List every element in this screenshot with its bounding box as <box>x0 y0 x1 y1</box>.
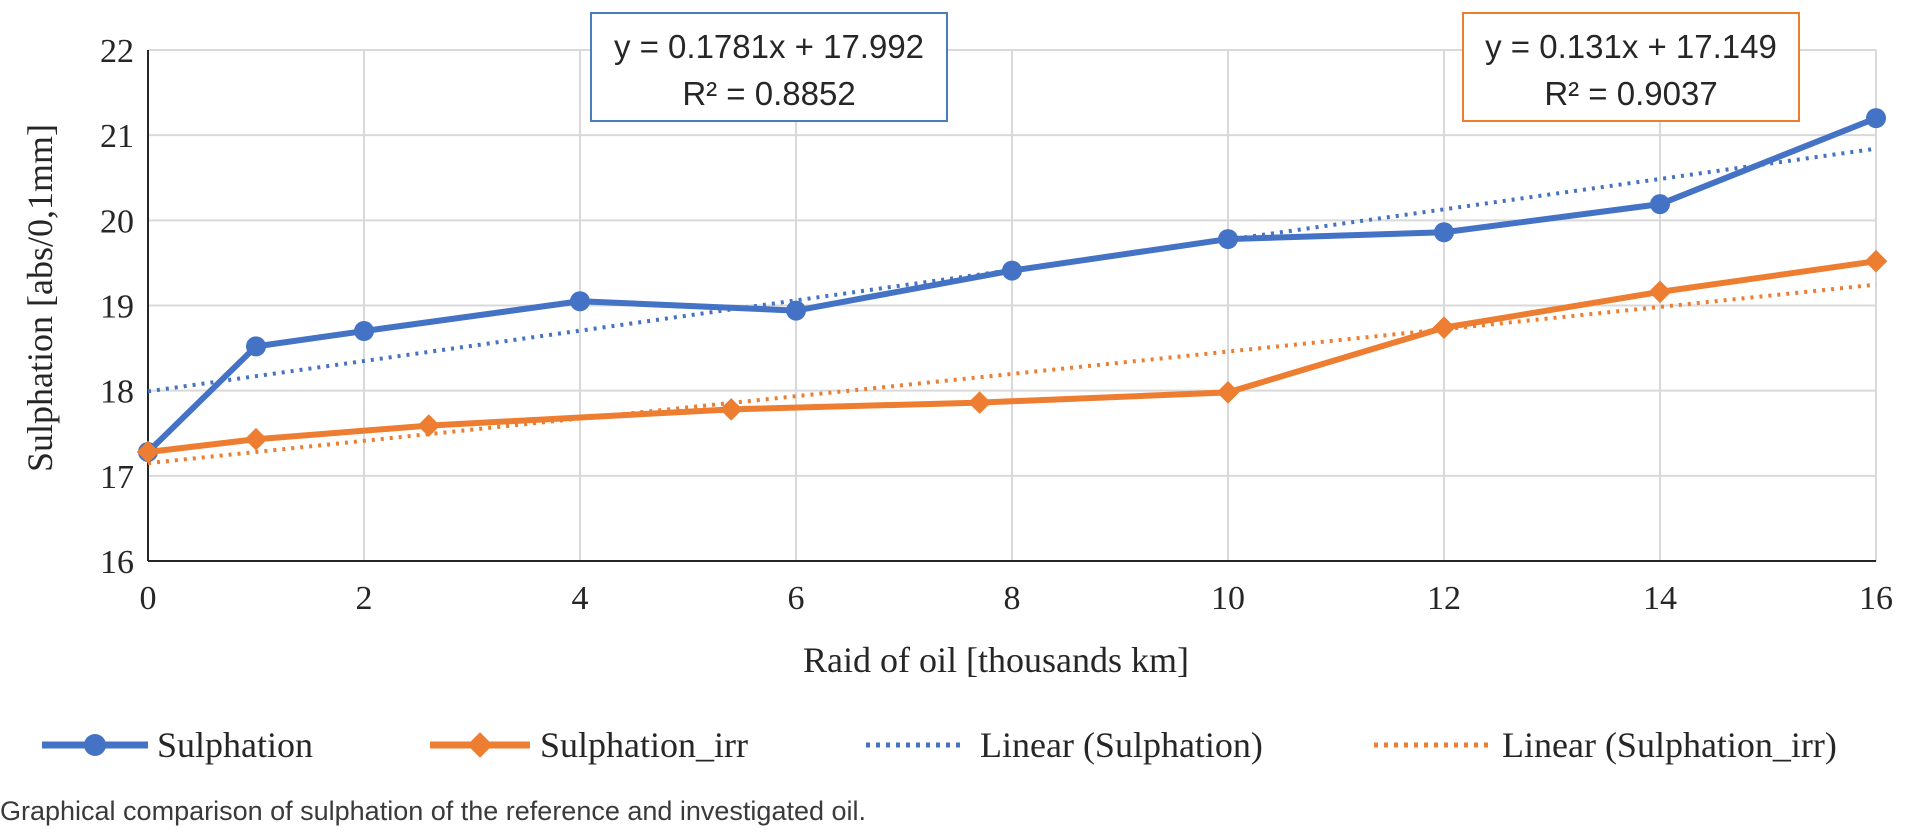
data-series <box>136 108 1888 464</box>
legend-item-sulphation: Sulphation <box>42 725 313 765</box>
r-squared-text: R² = 0.9037 <box>1544 75 1717 112</box>
data-point-sulphation-irr <box>1864 249 1888 273</box>
trendline-sulphation-irr <box>147 282 1877 466</box>
equation-text: y = 0.131x + 17.149 <box>1485 28 1777 65</box>
tick-labels: 16 17 18 19 20 21 22 0 2 4 6 8 10 12 14 16 <box>100 33 1893 617</box>
x-tick-label: 2 <box>356 580 373 617</box>
trendline-sulphation <box>147 146 1877 394</box>
x-tick-label: 16 <box>1859 580 1893 617</box>
equation-box-border <box>1462 12 1800 122</box>
data-point-sulphation-irr <box>244 427 268 451</box>
data-point-sulphation-irr <box>1432 316 1456 339</box>
data-point-sulphation <box>246 336 266 357</box>
trendlines <box>147 146 1877 466</box>
x-tick-label: 0 <box>140 580 157 617</box>
x-axis-title: Raid of oil [thousands km] <box>803 640 1189 680</box>
x-tick-label: 12 <box>1427 580 1461 617</box>
y-axis-title: Sulphation [abs/0,1mm] <box>20 124 60 472</box>
equation-box-border <box>590 12 948 122</box>
x-tick-label: 6 <box>788 580 805 617</box>
x-tick-label: 8 <box>1004 580 1021 617</box>
equation-box-sulphation: y = 0.1781x + 17.992 R² = 0.8852 <box>590 12 948 122</box>
y-tick-label: 22 <box>100 33 134 70</box>
figure-caption: Graphical comparison of sulphation of th… <box>0 796 867 826</box>
legend-marker-circle <box>84 734 106 756</box>
sulphation-chart: 16 17 18 19 20 21 22 0 2 4 6 8 10 12 14 16 Raid of oil … <box>20 12 1893 765</box>
data-point-sulphation-irr <box>1648 280 1672 304</box>
y-tick-label: 16 <box>100 544 134 581</box>
y-tick-label: 19 <box>100 289 134 326</box>
x-tick-label: 14 <box>1643 580 1677 617</box>
legend-label: Sulphation <box>157 725 313 765</box>
y-tick-label: 18 <box>100 374 134 411</box>
legend-label: Linear (Sulphation_irr) <box>1502 725 1837 765</box>
data-point-sulphation <box>1650 194 1670 215</box>
data-point-sulphation-irr <box>417 414 441 437</box>
data-point-sulphation-irr <box>1216 381 1240 404</box>
y-tick-label: 21 <box>100 118 134 155</box>
data-point-sulphation <box>1218 229 1238 250</box>
legend-item-sulphation-irr: Sulphation_irr <box>430 725 748 765</box>
legend-item-linear-sulphation-irr: Linear (Sulphation_irr) <box>1374 725 1837 765</box>
y-tick-label: 17 <box>100 459 134 496</box>
legend-marker-diamond <box>467 732 493 758</box>
data-point-sulphation <box>1866 108 1886 129</box>
data-point-sulphation-irr <box>719 398 743 421</box>
equation-text: y = 0.1781x + 17.992 <box>614 28 924 65</box>
data-point-sulphation-irr <box>968 391 991 414</box>
legend-label: Linear (Sulphation) <box>980 725 1263 765</box>
x-tick-label: 4 <box>572 580 589 617</box>
data-point-sulphation <box>1434 222 1454 243</box>
legend: Sulphation Sulphation_irr Linear (Sulpha… <box>42 725 1837 765</box>
grid <box>148 49 1877 561</box>
data-point-sulphation <box>354 321 374 342</box>
y-tick-label: 20 <box>100 203 134 240</box>
data-point-sulphation <box>1002 260 1022 281</box>
equation-box-sulphation-irr: y = 0.131x + 17.149 R² = 0.9037 <box>1462 12 1800 122</box>
series-line-sulphation <box>145 115 1878 455</box>
data-point-sulphation <box>570 291 590 312</box>
r-squared-text: R² = 0.8852 <box>682 75 855 112</box>
data-point-sulphation <box>786 300 806 321</box>
legend-label: Sulphation_irr <box>540 725 748 765</box>
axes <box>147 50 1876 562</box>
x-tick-label: 10 <box>1211 580 1245 617</box>
legend-item-linear-sulphation: Linear (Sulphation) <box>866 725 1263 765</box>
